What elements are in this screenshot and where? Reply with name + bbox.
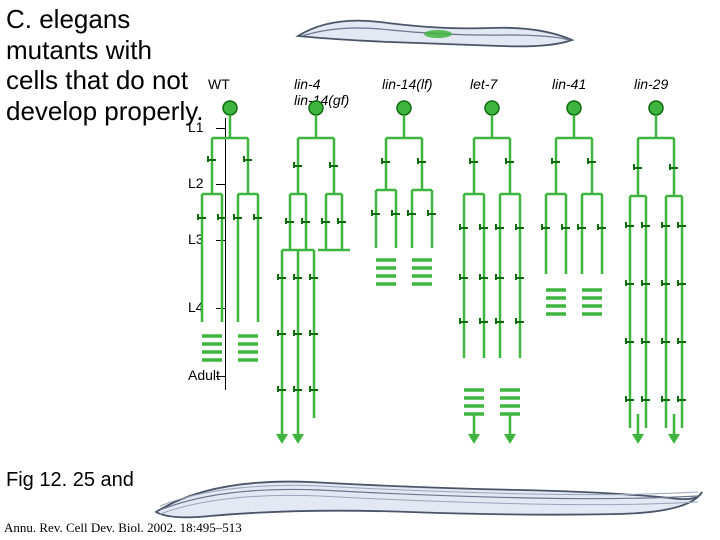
lineage-tree <box>616 98 696 448</box>
lineage-tree <box>190 98 270 448</box>
worm-illustration-bottom <box>150 462 710 532</box>
lineage-tree <box>534 98 614 448</box>
genotype-label: lin-14(lf) <box>382 76 433 92</box>
genotype-label: let-7 <box>470 76 497 92</box>
lineage-tree <box>276 98 356 448</box>
genotype-label: lin-41 <box>552 76 586 92</box>
page-title: C. elegans mutants with cells that do no… <box>6 4 206 127</box>
genotype-label: lin-29 <box>634 76 668 92</box>
genotype-label: WT <box>208 76 230 92</box>
figure-caption: Fig 12. 25 and <box>6 469 134 492</box>
genotype-label: lin-4 <box>294 76 320 92</box>
lineage-tree <box>452 98 532 448</box>
lineage-tree <box>364 98 444 448</box>
worm-illustration-top <box>290 6 580 58</box>
